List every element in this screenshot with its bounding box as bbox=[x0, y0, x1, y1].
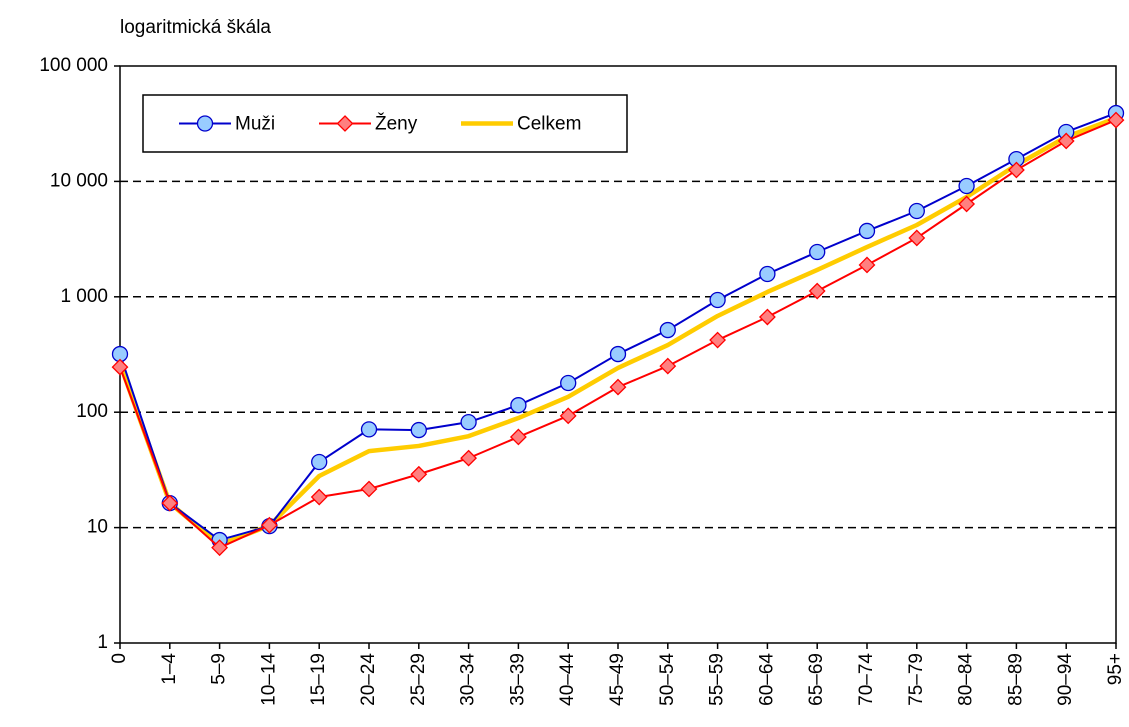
x-tick-label: 0 bbox=[109, 653, 130, 664]
marker bbox=[1007, 161, 1025, 179]
marker bbox=[609, 345, 627, 363]
marker bbox=[858, 256, 876, 274]
marker bbox=[111, 358, 129, 376]
marker bbox=[260, 516, 278, 534]
marker bbox=[709, 331, 727, 349]
x-tick-label: 95+ bbox=[1105, 653, 1126, 685]
marker bbox=[659, 357, 677, 375]
series-line bbox=[119, 112, 1117, 542]
x-tick-label: 70–74 bbox=[856, 653, 877, 706]
marker bbox=[808, 282, 826, 300]
marker bbox=[709, 291, 726, 309]
marker bbox=[1107, 111, 1125, 129]
marker bbox=[360, 421, 378, 438]
y-tick-label: 1 bbox=[97, 632, 108, 653]
x-tick-label: 5–9 bbox=[209, 653, 230, 685]
x-tick-label: 30–34 bbox=[458, 653, 479, 706]
x-tick-label: 15–19 bbox=[308, 653, 329, 706]
marker bbox=[958, 195, 976, 213]
marker bbox=[759, 265, 776, 283]
legend-marker bbox=[336, 115, 354, 132]
y-tick-label: 10 000 bbox=[50, 170, 108, 191]
marker bbox=[609, 378, 627, 396]
x-tick-label: 1–4 bbox=[159, 653, 180, 685]
y-tick-label: 10 bbox=[87, 517, 108, 538]
x-tick-label: 25–29 bbox=[408, 653, 429, 706]
marker bbox=[958, 177, 975, 195]
y-tick-label: 1 000 bbox=[60, 286, 108, 307]
x-tick-label: 80–84 bbox=[956, 653, 977, 706]
marker bbox=[908, 229, 926, 247]
marker bbox=[509, 428, 527, 446]
x-tick-label: 55–59 bbox=[707, 653, 728, 706]
marker bbox=[758, 308, 776, 326]
marker bbox=[908, 202, 925, 220]
marker bbox=[360, 480, 378, 498]
x-tick-label: 65–69 bbox=[806, 653, 827, 706]
annotation: logaritmická škála bbox=[120, 17, 271, 38]
legend-marker bbox=[196, 115, 214, 132]
marker bbox=[161, 494, 179, 512]
marker bbox=[1057, 132, 1075, 150]
marker bbox=[211, 539, 229, 557]
marker bbox=[510, 397, 527, 414]
marker bbox=[559, 407, 577, 425]
marker bbox=[310, 488, 328, 506]
x-tick-label: 10–14 bbox=[258, 653, 279, 706]
marker bbox=[410, 465, 428, 483]
y-tick-label: 100 bbox=[76, 401, 108, 422]
x-tick-label: 90–94 bbox=[1055, 653, 1076, 706]
x-tick-label: 85–89 bbox=[1005, 653, 1026, 706]
x-tick-label: 35–39 bbox=[507, 653, 528, 706]
marker bbox=[809, 243, 826, 261]
marker bbox=[460, 413, 477, 431]
x-tick-label: 50–54 bbox=[657, 653, 678, 706]
marker bbox=[858, 222, 876, 240]
marker bbox=[560, 374, 577, 392]
legend-label: Muži bbox=[235, 114, 275, 135]
legend-label: Ženy bbox=[375, 113, 418, 135]
x-tick-label: 60–64 bbox=[756, 653, 777, 706]
marker bbox=[460, 449, 478, 467]
x-tick-label: 40–44 bbox=[557, 653, 578, 706]
x-tick-label: 20–24 bbox=[358, 653, 379, 706]
y-tick-label: 100 000 bbox=[39, 55, 108, 76]
x-tick-label: 75–79 bbox=[906, 653, 927, 706]
series-line bbox=[117, 115, 1117, 548]
marker bbox=[659, 321, 676, 339]
marker bbox=[410, 421, 427, 439]
marker bbox=[311, 453, 328, 471]
x-tick-label: 45–49 bbox=[607, 653, 628, 706]
legend-label: Celkem bbox=[517, 114, 581, 135]
